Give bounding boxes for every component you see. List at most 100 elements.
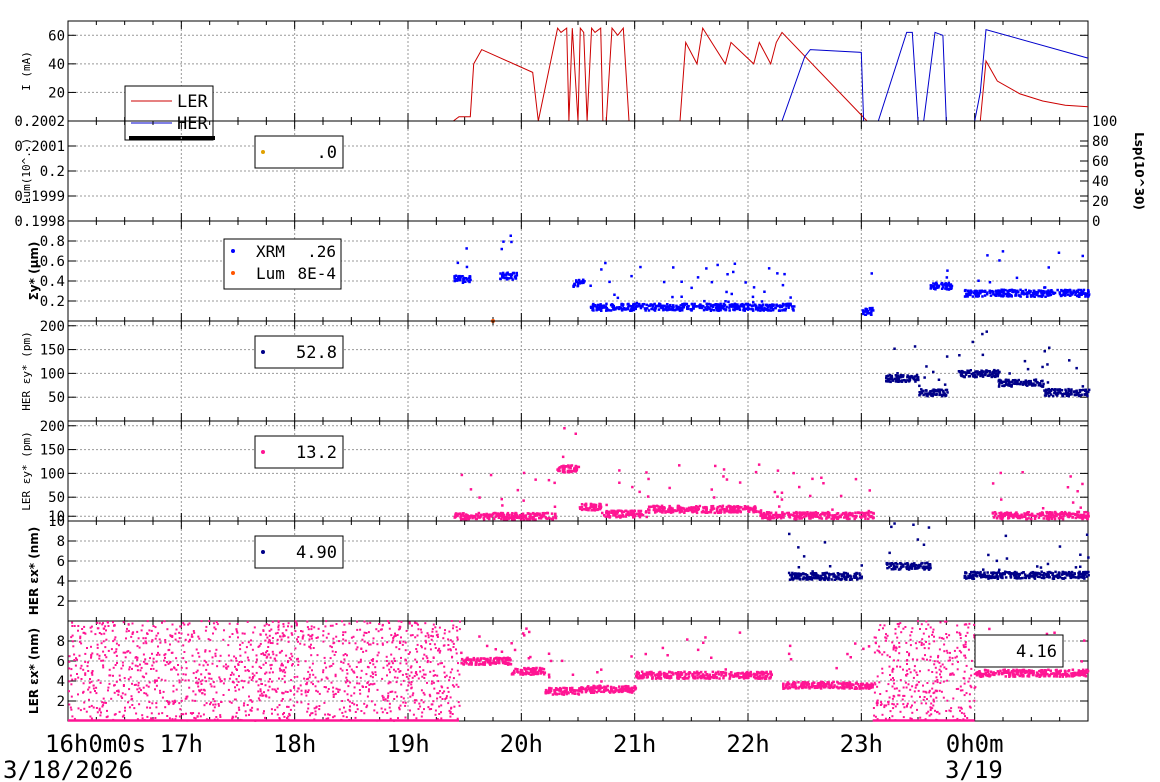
data-point [813, 686, 817, 690]
data-point [612, 510, 616, 514]
data-point [1038, 575, 1041, 579]
data-point [938, 393, 941, 397]
data-point [1012, 668, 1015, 672]
data-point [969, 570, 973, 574]
data-point [1032, 574, 1036, 577]
data-point [565, 692, 568, 696]
data-point [944, 394, 948, 397]
y-tick-label: 8 [57, 634, 65, 650]
data-point [1023, 576, 1027, 579]
data-point [885, 376, 888, 380]
data-point [886, 566, 889, 570]
data-point [473, 515, 476, 518]
data-point [870, 682, 873, 685]
data-point [554, 512, 557, 516]
data-point [802, 555, 806, 558]
data-point [937, 388, 941, 392]
data-point [1061, 512, 1065, 515]
data-point [840, 513, 843, 516]
data-point [1004, 576, 1008, 579]
data-point [1004, 380, 1008, 384]
data-point [486, 516, 489, 520]
data-point [775, 303, 778, 306]
data-point [818, 578, 822, 581]
data-point [975, 674, 979, 677]
data-point [1000, 517, 1004, 521]
data-point [680, 280, 683, 283]
data-point [1049, 669, 1052, 672]
data-point [803, 515, 806, 519]
data-point [681, 309, 684, 312]
data-point [1087, 390, 1090, 394]
data-point [923, 566, 927, 570]
data-point [800, 517, 803, 520]
data-point [981, 295, 984, 298]
data-point [596, 671, 599, 674]
data-point [497, 659, 500, 662]
data-point [854, 516, 858, 519]
data-point [679, 671, 683, 674]
data-point [626, 686, 630, 689]
data-point [906, 562, 909, 565]
data-point [981, 332, 984, 336]
data-point [914, 380, 917, 383]
data-point [677, 677, 680, 680]
data-point [1024, 381, 1027, 384]
data-point [1010, 384, 1013, 387]
data-point [991, 290, 994, 293]
data-point [998, 259, 1001, 262]
data-point [981, 373, 984, 377]
data-point [945, 288, 949, 291]
data-point [652, 671, 655, 675]
data-point [523, 514, 526, 518]
data-point [705, 677, 708, 680]
data-point [766, 308, 770, 311]
data-point [539, 515, 543, 519]
data-point [553, 505, 557, 508]
data-point [820, 513, 823, 516]
data-point [733, 262, 737, 265]
data-point [661, 306, 665, 310]
data-point [685, 302, 689, 306]
data-point [547, 673, 551, 676]
data-point [913, 562, 916, 565]
data-point [617, 690, 621, 694]
data-point [465, 265, 469, 269]
data-point [688, 508, 691, 512]
data-point [995, 573, 998, 576]
data-point [563, 427, 566, 430]
data-point [757, 463, 761, 466]
data-point [489, 663, 492, 666]
data-point [468, 515, 472, 518]
data-point [1002, 294, 1005, 297]
legend-box [254, 535, 344, 569]
data-point [624, 515, 628, 518]
legend: 13.2 [254, 435, 344, 469]
data-point [567, 464, 570, 467]
data-point [928, 563, 932, 566]
data-point [470, 662, 473, 665]
data-point [527, 667, 530, 671]
data-point [1024, 288, 1027, 292]
legend-swatch [261, 450, 265, 454]
data-point [1016, 515, 1019, 519]
data-point [800, 511, 804, 514]
data-point [724, 674, 728, 677]
data-point [966, 369, 969, 372]
data-point [835, 666, 838, 670]
data-point [603, 514, 606, 517]
data-point [633, 509, 637, 513]
data-point [615, 515, 618, 519]
data-point [678, 511, 682, 514]
data-point [698, 504, 702, 508]
data-point [1028, 576, 1031, 580]
data-point [982, 568, 985, 571]
data-point [918, 566, 921, 569]
data-point [1021, 383, 1025, 386]
data-point [891, 562, 895, 566]
data-point [1071, 501, 1075, 504]
data-point [706, 674, 710, 678]
data-point [966, 371, 969, 374]
